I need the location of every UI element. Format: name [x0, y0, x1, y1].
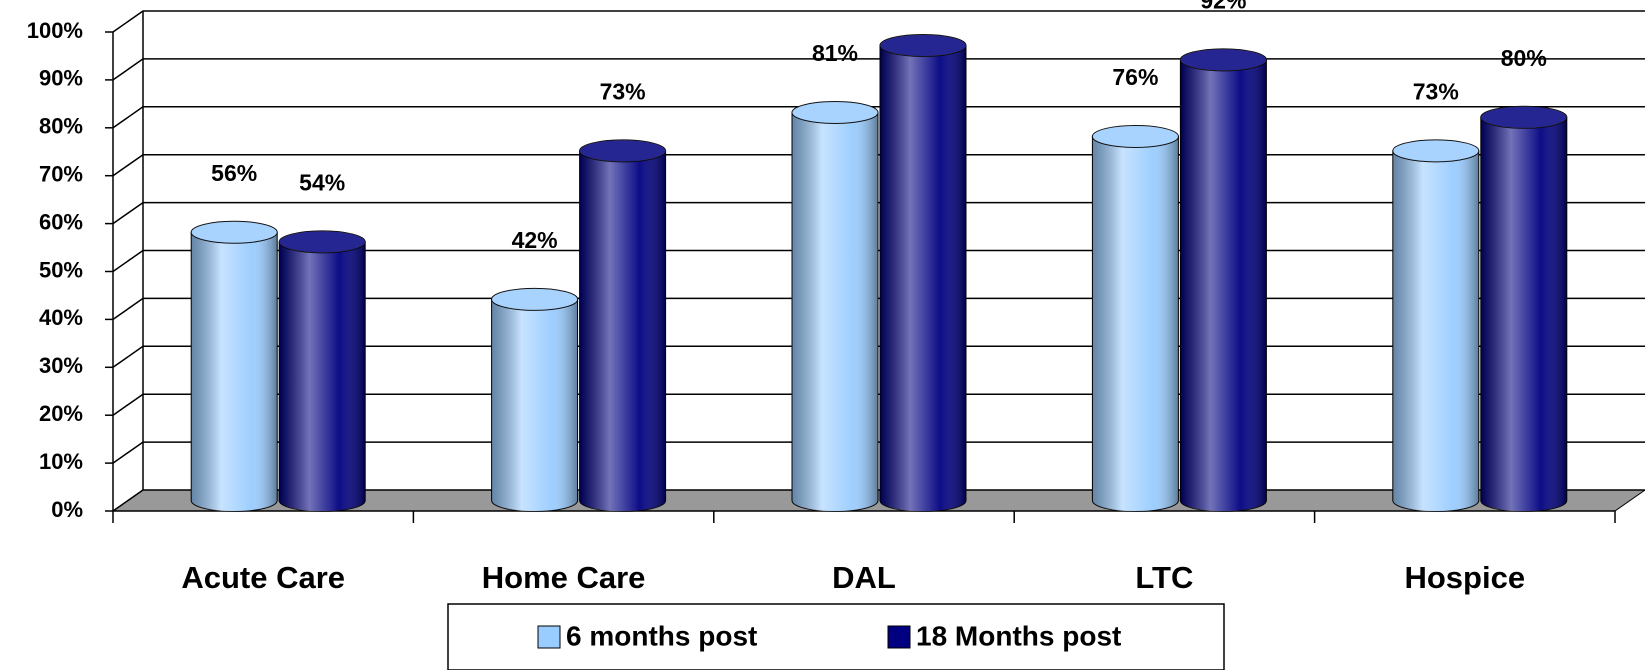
bar-top — [879, 33, 967, 57]
bar-top — [791, 101, 879, 125]
bar-top — [1392, 139, 1480, 163]
bar-top-shade — [1092, 125, 1179, 148]
y-tick-label: 30% — [39, 353, 83, 378]
value-label: 81% — [812, 40, 858, 66]
bar-top-shade — [1180, 48, 1267, 71]
legend-box — [447, 603, 1225, 670]
legend-label: 6 months post — [566, 620, 757, 651]
bar-top-shade — [491, 288, 578, 311]
bar-top-shade — [1392, 139, 1479, 162]
legend-swatch — [887, 625, 911, 649]
x-tick-label: LTC — [1135, 560, 1193, 595]
x-tick-label: Hospice — [1404, 560, 1525, 595]
bar-top — [579, 139, 667, 163]
value-label: 54% — [299, 169, 345, 195]
bar-top — [190, 220, 278, 244]
y-tick-label: 100% — [27, 18, 83, 43]
bar-shade — [191, 232, 278, 512]
grid-line — [112, 106, 1645, 129]
y-tick-label: 10% — [39, 449, 83, 474]
y-tick-label: 20% — [39, 401, 83, 426]
y-tick-label: 40% — [39, 305, 83, 330]
grid-line — [112, 58, 1645, 81]
bar-shade — [279, 241, 366, 512]
value-label: 92% — [1200, 0, 1246, 13]
legend-swatch — [537, 625, 561, 649]
y-tick-label: 90% — [39, 66, 83, 91]
bar-top-shade — [579, 139, 666, 162]
bar-top — [1480, 105, 1568, 129]
value-label: 73% — [600, 78, 646, 104]
value-label: 80% — [1501, 45, 1547, 71]
bar-top-shade — [279, 230, 366, 253]
bar-shade — [491, 299, 578, 512]
bar-top — [491, 287, 579, 311]
bar-shade — [880, 45, 966, 512]
bar-top-shade — [191, 221, 278, 244]
bar-top-shade — [1480, 106, 1567, 129]
bar-top-shade — [880, 34, 966, 57]
y-tick-label: 70% — [39, 162, 83, 187]
bar-shade — [1092, 136, 1179, 512]
y-tick-label: 50% — [39, 257, 83, 282]
bar-shade — [792, 112, 878, 512]
x-tick-label: Home Care — [482, 560, 646, 595]
y-tick-label: 0% — [51, 497, 83, 522]
value-label: 73% — [1413, 78, 1459, 104]
bar-shade — [1180, 59, 1267, 512]
legend-label: 18 Months post — [916, 620, 1121, 651]
y-tick-label: 80% — [39, 114, 83, 139]
bar-top — [278, 230, 366, 254]
x-tick-label: Acute Care — [181, 560, 345, 595]
bar-shade — [579, 150, 666, 512]
value-label: 76% — [1112, 64, 1158, 90]
y-tick-label: 60% — [39, 209, 83, 234]
bar-top-shade — [792, 101, 878, 124]
bar-shade — [1480, 117, 1567, 512]
bar-shade — [1392, 150, 1479, 512]
x-tick-label: DAL — [832, 560, 896, 595]
bar-top — [1179, 48, 1267, 72]
bar-top — [1091, 124, 1179, 148]
grid-line — [112, 10, 1645, 33]
value-label: 42% — [512, 227, 558, 253]
value-label: 56% — [211, 160, 257, 186]
